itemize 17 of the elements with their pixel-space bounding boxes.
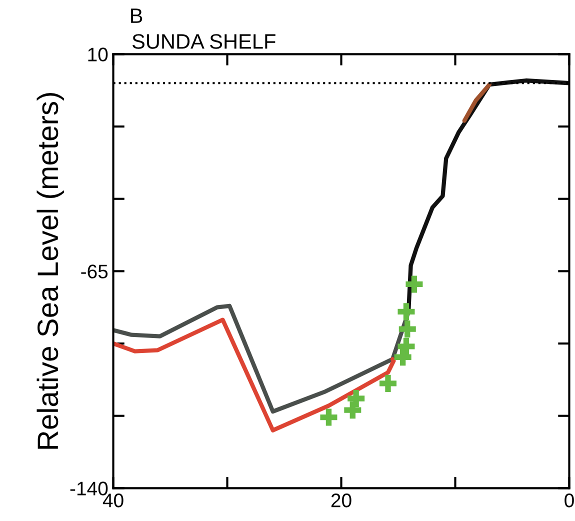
y-axis-title: Relative Sea Level (meters) <box>36 93 64 449</box>
text: B <box>131 8 142 23</box>
point <box>406 276 423 293</box>
point <box>398 303 415 320</box>
y-tick-label: 10 <box>88 48 108 62</box>
point <box>379 374 397 392</box>
point <box>344 402 362 419</box>
y-tick-label: -65 <box>81 264 108 278</box>
chart-title: SUNDA SHELF <box>132 34 276 49</box>
y-tick-label: -140 <box>70 482 108 496</box>
point <box>398 320 416 338</box>
point <box>394 348 412 366</box>
x-tick-label: 40 <box>102 494 124 508</box>
point <box>348 390 365 407</box>
x-tick-label: 20 <box>331 494 352 508</box>
x-tick-label: 0 <box>564 494 574 508</box>
point <box>320 408 338 426</box>
